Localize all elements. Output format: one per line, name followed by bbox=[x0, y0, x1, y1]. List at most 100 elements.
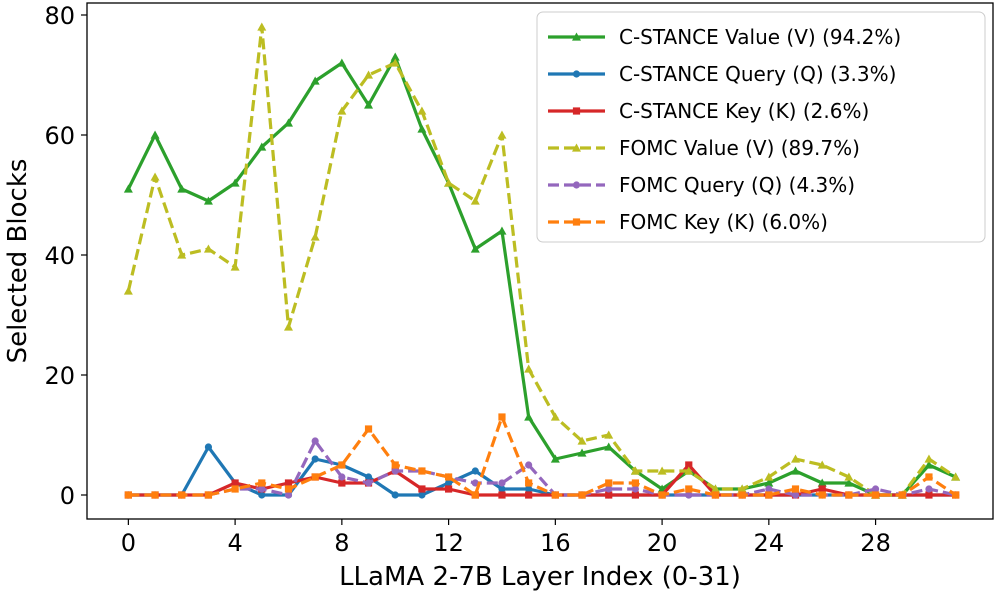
data-point bbox=[311, 473, 319, 481]
x-tick-label: 16 bbox=[540, 529, 571, 557]
data-point bbox=[844, 478, 854, 487]
data-point bbox=[178, 491, 186, 499]
data-point bbox=[283, 118, 293, 127]
legend-label: FOMC Key (K) (6.0%) bbox=[619, 210, 828, 234]
data-point bbox=[471, 467, 479, 475]
data-point bbox=[658, 491, 666, 499]
legend-swatch-marker bbox=[572, 107, 581, 115]
data-point bbox=[685, 461, 693, 469]
data-point bbox=[631, 485, 640, 493]
data-point bbox=[284, 479, 293, 487]
data-point bbox=[818, 491, 826, 499]
data-point bbox=[578, 491, 586, 499]
series-line bbox=[126, 55, 957, 497]
data-point bbox=[497, 130, 507, 139]
x-tick-label: 0 bbox=[121, 529, 136, 557]
data-point bbox=[310, 76, 320, 85]
data-point bbox=[951, 472, 961, 481]
data-point bbox=[151, 491, 159, 499]
data-point bbox=[604, 442, 614, 451]
legend-swatch-marker bbox=[572, 218, 581, 226]
data-point bbox=[391, 461, 399, 469]
legend-entry: FOMC Query (Q) (4.3%) bbox=[548, 173, 855, 197]
data-point bbox=[177, 250, 187, 259]
data-point bbox=[550, 454, 560, 463]
data-point bbox=[337, 106, 347, 115]
data-point bbox=[765, 491, 773, 499]
data-point bbox=[925, 485, 933, 493]
data-point bbox=[284, 491, 293, 499]
data-point bbox=[791, 454, 801, 463]
data-point bbox=[391, 491, 399, 499]
y-tick-label: 80 bbox=[44, 2, 75, 30]
data-point bbox=[444, 473, 453, 481]
data-point bbox=[258, 485, 266, 493]
data-point bbox=[684, 466, 694, 475]
data-point bbox=[123, 184, 133, 193]
y-tick-label: 40 bbox=[44, 242, 75, 270]
legend-label: FOMC Query (Q) (4.3%) bbox=[619, 173, 855, 197]
data-point bbox=[257, 22, 267, 31]
data-point bbox=[525, 485, 533, 493]
data-point bbox=[283, 322, 293, 331]
data-point bbox=[952, 491, 960, 499]
legend-swatch-marker bbox=[572, 32, 581, 41]
data-point bbox=[418, 467, 426, 475]
x-tick-label: 28 bbox=[860, 529, 891, 557]
x-tick-label: 24 bbox=[754, 529, 785, 557]
data-point bbox=[364, 70, 374, 79]
data-point bbox=[605, 491, 613, 499]
data-point bbox=[871, 485, 880, 493]
data-point bbox=[817, 478, 827, 487]
data-point bbox=[498, 485, 506, 493]
data-point bbox=[764, 472, 774, 481]
data-point bbox=[605, 479, 613, 487]
data-point bbox=[150, 172, 160, 181]
data-point bbox=[791, 491, 800, 499]
data-point bbox=[605, 485, 613, 493]
data-point bbox=[311, 437, 319, 445]
x-tick-label: 12 bbox=[433, 529, 464, 557]
x-axis-label: LLaMA 2-7B Layer Index (0-31) bbox=[339, 562, 741, 592]
data-point bbox=[631, 491, 640, 499]
data-point bbox=[685, 485, 693, 493]
data-point bbox=[123, 286, 133, 295]
legend: C-STANCE Value (V) (94.2%) C-STANCE Query… bbox=[536, 11, 986, 243]
data-point bbox=[711, 491, 720, 499]
data-point bbox=[284, 485, 293, 493]
legend-swatch-marker bbox=[572, 143, 581, 152]
data-point bbox=[470, 196, 480, 205]
data-point bbox=[231, 479, 239, 487]
data-point bbox=[924, 460, 934, 469]
series-line bbox=[128, 415, 957, 497]
data-point bbox=[551, 491, 559, 499]
data-point bbox=[470, 244, 480, 253]
data-point bbox=[604, 430, 614, 439]
data-point bbox=[364, 479, 373, 487]
legend-swatch-marker bbox=[572, 181, 581, 189]
data-point bbox=[418, 485, 426, 493]
data-point bbox=[524, 412, 534, 421]
data-point bbox=[177, 184, 187, 193]
data-point bbox=[525, 491, 533, 499]
data-point bbox=[230, 262, 240, 271]
data-point bbox=[203, 244, 213, 253]
data-point bbox=[924, 454, 934, 463]
legend-entry: C-STANCE Value (V) (94.2%) bbox=[548, 25, 901, 49]
y-tick-label: 0 bbox=[60, 482, 75, 510]
data-point bbox=[844, 472, 854, 481]
legend-swatch-marker bbox=[572, 70, 581, 78]
data-point bbox=[204, 443, 213, 451]
series-6 bbox=[124, 413, 960, 499]
data-point bbox=[390, 52, 400, 61]
legend-label: FOMC Value (V) (89.7%) bbox=[619, 136, 860, 160]
data-point bbox=[791, 485, 800, 493]
x-tick-label: 8 bbox=[334, 529, 349, 557]
data-point bbox=[498, 491, 506, 499]
data-point bbox=[364, 473, 373, 481]
data-point bbox=[390, 58, 400, 67]
data-point bbox=[737, 484, 747, 493]
legend-frame bbox=[536, 11, 986, 243]
y-tick-label: 20 bbox=[44, 362, 75, 390]
